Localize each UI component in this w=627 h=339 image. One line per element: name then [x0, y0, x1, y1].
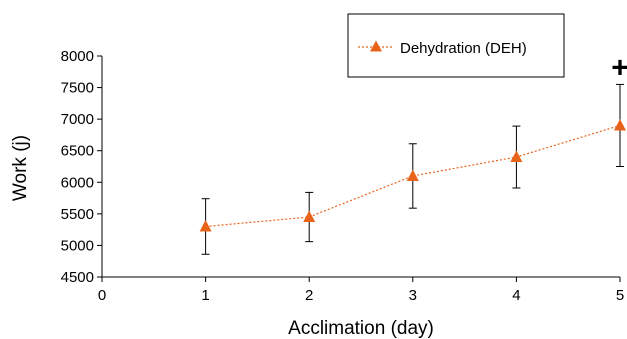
x-ticks: 0 1 2 3 4 5: [98, 277, 624, 304]
y-tick-label: 7500: [61, 80, 94, 97]
y-tick-label: 5000: [61, 237, 94, 254]
x-tick-label: 2: [305, 287, 313, 304]
series-layer: [199, 83, 626, 255]
x-axis-title: Acclimation (day): [288, 318, 434, 339]
x-tick-label: 4: [512, 287, 520, 304]
x-tick-label: 1: [201, 287, 209, 304]
x-axis: 0 1 2 3 4 5: [98, 276, 624, 304]
y-tick-label: 5500: [61, 206, 94, 223]
y-tick-label: 4500: [61, 269, 94, 286]
y-tick-label: 6500: [61, 143, 94, 160]
data-point-triangle: [199, 219, 212, 232]
legend-label: Dehydration (DEH): [400, 40, 527, 57]
annotation-layer: +: [611, 51, 627, 84]
data-point-triangle: [510, 150, 523, 163]
y-tick-label: 8000: [61, 48, 94, 65]
significance-mark: +: [611, 51, 627, 84]
data-point-triangle: [614, 118, 626, 131]
y-ticks: 4500 5000 5500 6000 6500 7000 7500 8000: [61, 48, 102, 286]
data-point-triangle: [406, 169, 419, 181]
x-tick-label: 3: [409, 287, 417, 304]
data-point-triangle: [303, 210, 316, 223]
y-axis: 4500 5000 5500 6000 6500 7000 7500 8000: [61, 48, 103, 286]
series-line: [205, 124, 621, 228]
legend: Dehydration (DEH): [347, 13, 565, 78]
x-tick-label: 0: [98, 287, 106, 304]
legend-marker-triangle: [370, 40, 382, 52]
legend-box: [347, 13, 565, 78]
y-axis-title: Work (j): [10, 135, 31, 201]
y-tick-label: 7000: [61, 111, 94, 128]
y-tick-label: 6000: [61, 174, 94, 191]
x-tick-label: 5: [616, 287, 624, 304]
